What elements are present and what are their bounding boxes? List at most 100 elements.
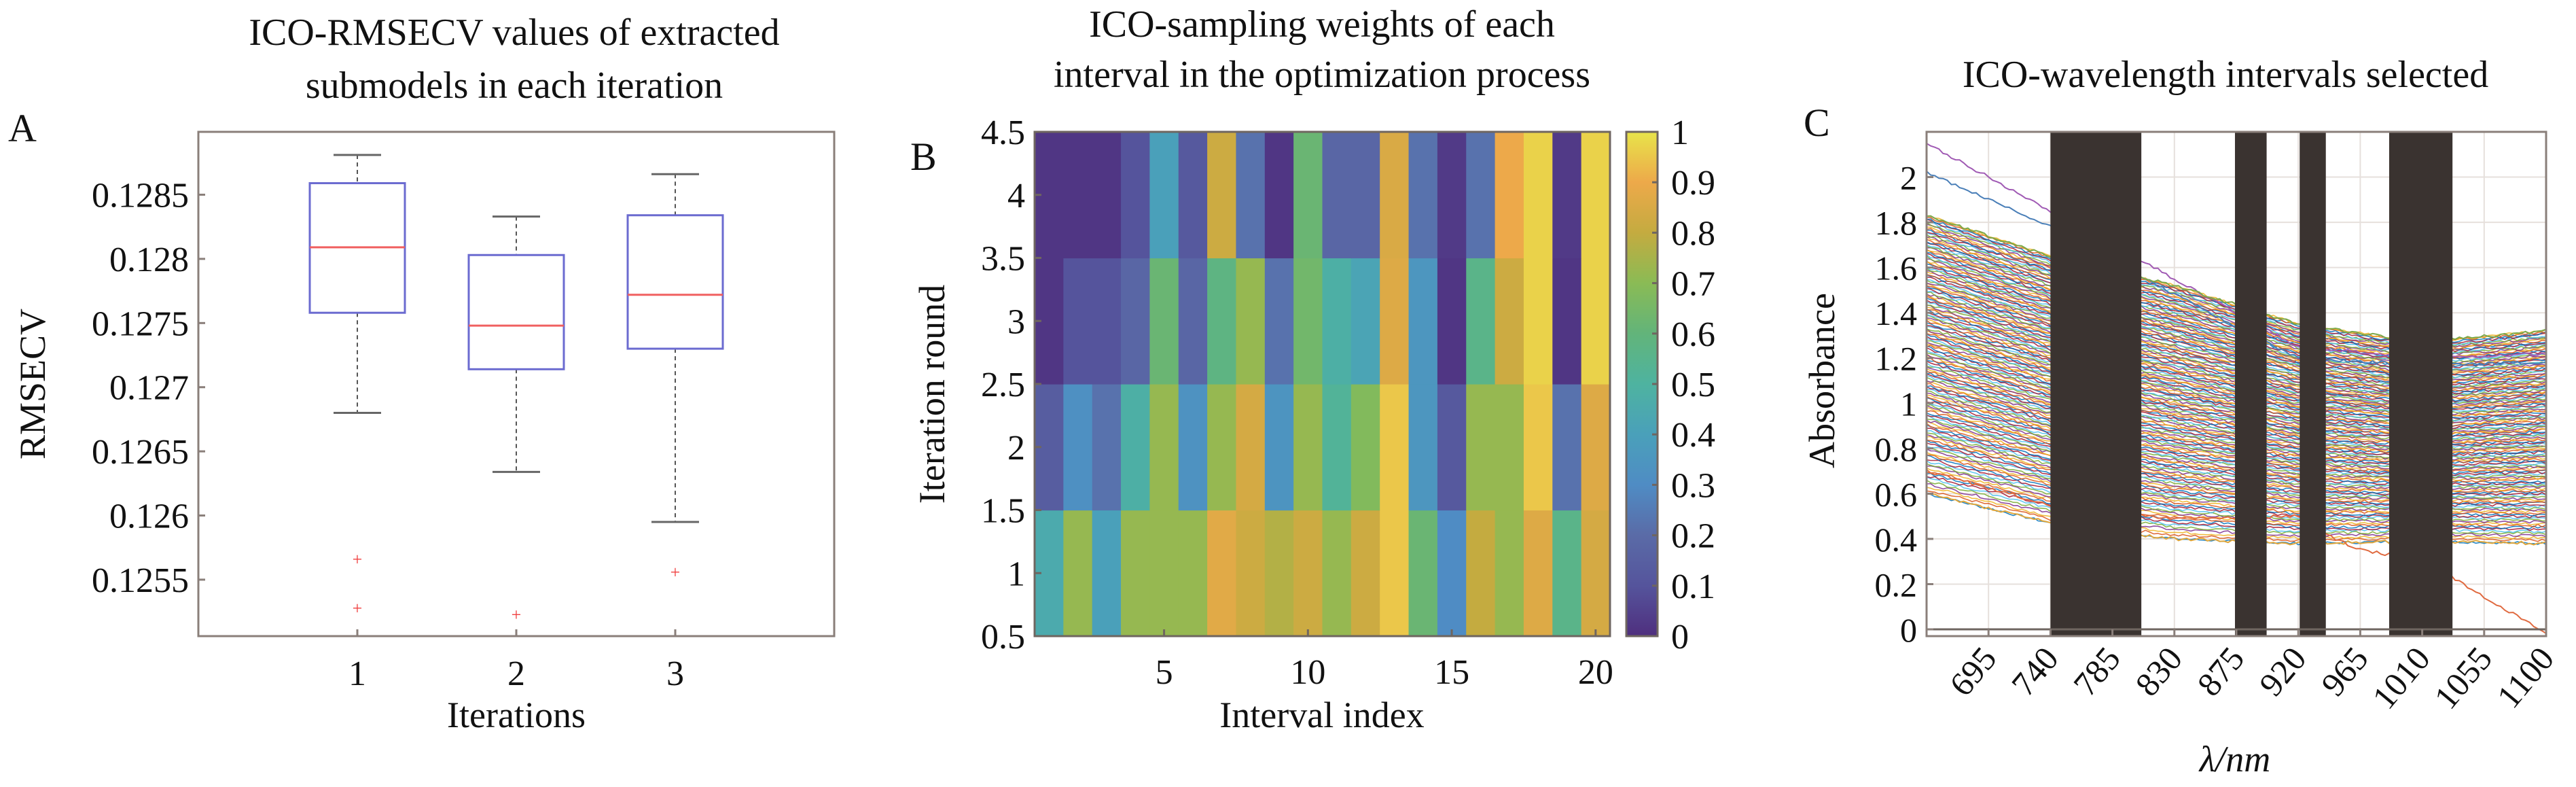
heatmap-cell xyxy=(1121,384,1150,511)
heatmap-cell xyxy=(1437,384,1467,511)
x-tick-label: 2 xyxy=(507,654,525,693)
y-tick-label: 0.6 xyxy=(1875,475,1918,513)
heatmap-cell xyxy=(1380,258,1410,385)
panel-a-title-line-2: submodels in each iteration xyxy=(306,65,723,107)
heatmap-cell xyxy=(1350,132,1380,259)
y-tick-label: 0.1285 xyxy=(92,177,189,215)
y-tick-label: 1.6 xyxy=(1875,249,1918,287)
y-tick-label: 0.5 xyxy=(981,618,1025,657)
colorbar-tick-label: 0.8 xyxy=(1671,214,1715,253)
heatmap-cell xyxy=(1523,384,1553,511)
heatmap-cell xyxy=(1581,384,1611,511)
y-tick-label: 0.8 xyxy=(1875,430,1918,468)
x-tick-label: 1055 xyxy=(2427,640,2499,716)
heatmap-cell xyxy=(1408,132,1438,259)
panel-b-title-line-2: interval in the optimization process xyxy=(1054,54,1590,96)
heatmap-cell xyxy=(1121,132,1150,259)
heatmap-cell xyxy=(1092,384,1122,511)
heatmap-cell xyxy=(1495,510,1524,637)
heatmap-cell xyxy=(1437,258,1467,385)
heatmap-cell xyxy=(1207,510,1237,637)
panel-a-y-ticks: 0.1255 0.126 0.1265 0.127 0.1275 0.128 0.1285 xyxy=(92,177,205,600)
outlier-marker: + xyxy=(670,563,681,582)
heatmap-cell xyxy=(1293,132,1323,259)
colorbar-tick-label: 0.1 xyxy=(1671,567,1715,606)
iqr-box xyxy=(626,214,724,350)
heatmap-cell xyxy=(1293,510,1323,637)
y-tick-label: 3 xyxy=(1007,302,1025,341)
y-tick-label: 4 xyxy=(1007,177,1025,215)
heatmap-cell xyxy=(1264,510,1294,637)
panel-a-label: A xyxy=(8,106,37,150)
box-2: + xyxy=(467,215,565,625)
y-tick-label: 0.126 xyxy=(109,497,189,536)
heatmap-cell xyxy=(1121,510,1150,637)
heatmap-cell xyxy=(1495,132,1524,259)
heatmap-cell xyxy=(1121,258,1150,385)
panel-a-axes-frame xyxy=(197,130,836,637)
colorbar-tick-label: 0 xyxy=(1671,618,1689,657)
heatmap-cell xyxy=(1092,258,1122,385)
heatmap-cell xyxy=(1149,258,1179,385)
panel-c-label: C xyxy=(1804,101,1830,145)
x-tick-label: 15 xyxy=(1434,653,1469,692)
panel-b-cells xyxy=(1035,132,1611,637)
heatmap-cell xyxy=(1408,384,1438,511)
x-tick-label: 1100 xyxy=(2489,640,2561,715)
heatmap-cell xyxy=(1380,132,1410,259)
x-tick-label: 1 xyxy=(348,654,366,693)
heatmap-cell xyxy=(1207,258,1237,385)
panel-a-boxplot: A ICO-RMSECV values of extracted submode… xyxy=(8,12,836,735)
panel-b-y-ticks: 0.5 1 1.5 2 2.5 3 3.5 4 4.5 xyxy=(981,113,1041,657)
x-tick-label: 875 xyxy=(2189,640,2251,703)
heatmap-cell xyxy=(1350,510,1380,637)
heatmap-cell xyxy=(1523,258,1553,385)
heatmap-cell xyxy=(1264,384,1294,511)
heatmap-cell xyxy=(1466,132,1496,259)
heatmap-cell xyxy=(1552,384,1582,511)
heatmap-cell xyxy=(1178,132,1208,259)
x-tick-label: 830 xyxy=(2128,640,2189,703)
heatmap-cell xyxy=(1063,258,1093,385)
colorbar-tick-label: 0.5 xyxy=(1671,366,1715,404)
panel-c-ylabel: Absorbance xyxy=(1802,293,1842,468)
panel-b-ylabel: Iteration round xyxy=(912,285,952,504)
y-tick-label: 1.8 xyxy=(1875,204,1918,242)
x-tick-label: 785 xyxy=(2066,640,2128,703)
panel-b-xlabel: Interval index xyxy=(1219,695,1424,735)
heatmap-cell xyxy=(1063,510,1093,637)
heatmap-cell xyxy=(1350,258,1380,385)
heatmap-cell xyxy=(1552,132,1582,259)
x-tick-label: 695 xyxy=(1942,640,2004,703)
outlier-marker: + xyxy=(353,550,363,570)
panel-b-title-line-1: ICO-sampling weights of each xyxy=(1089,3,1555,46)
y-tick-label: 1 xyxy=(1007,555,1025,593)
y-tick-label: 1.5 xyxy=(981,492,1025,531)
y-tick-label: 0.1275 xyxy=(92,304,189,343)
panel-a-x-ticks: 1 2 3 xyxy=(348,629,684,693)
panel-a-boxes: ++ ++ xyxy=(308,154,724,625)
heatmap-cell xyxy=(1322,510,1352,637)
heatmap-cell xyxy=(1581,510,1611,637)
heatmap-cell xyxy=(1523,510,1553,637)
colorbar-ticks: 0 0.1 0.2 0.3 0.4 0.5 0.6 0.7 0.8 0.9 1 xyxy=(1652,113,1715,657)
selected-interval-band xyxy=(2300,132,2326,636)
heatmap-cell xyxy=(1350,384,1380,511)
y-tick-label: 2.5 xyxy=(981,366,1025,404)
y-tick-label: 0 xyxy=(1900,611,1917,649)
heatmap-cell xyxy=(1264,132,1294,259)
heatmap-cell xyxy=(1092,132,1122,259)
heatmap-cell xyxy=(1178,384,1208,511)
panel-c-xlabel: λ/nm xyxy=(2198,739,2270,780)
x-tick-label: 920 xyxy=(2252,640,2314,703)
y-tick-label: 1.4 xyxy=(1875,294,1918,332)
panel-a-xlabel: Iterations xyxy=(447,695,586,735)
y-tick-label: 0.1255 xyxy=(92,561,189,600)
heatmap-cell xyxy=(1466,510,1496,637)
selected-interval-band xyxy=(2389,132,2453,636)
heatmap-cell xyxy=(1293,384,1323,511)
colorbar-tick-label: 0.4 xyxy=(1671,416,1715,455)
heatmap-cell xyxy=(1408,258,1438,385)
panel-c-spectra: C ICO-wavelength intervals selected 0 0.2… xyxy=(1802,54,2561,780)
